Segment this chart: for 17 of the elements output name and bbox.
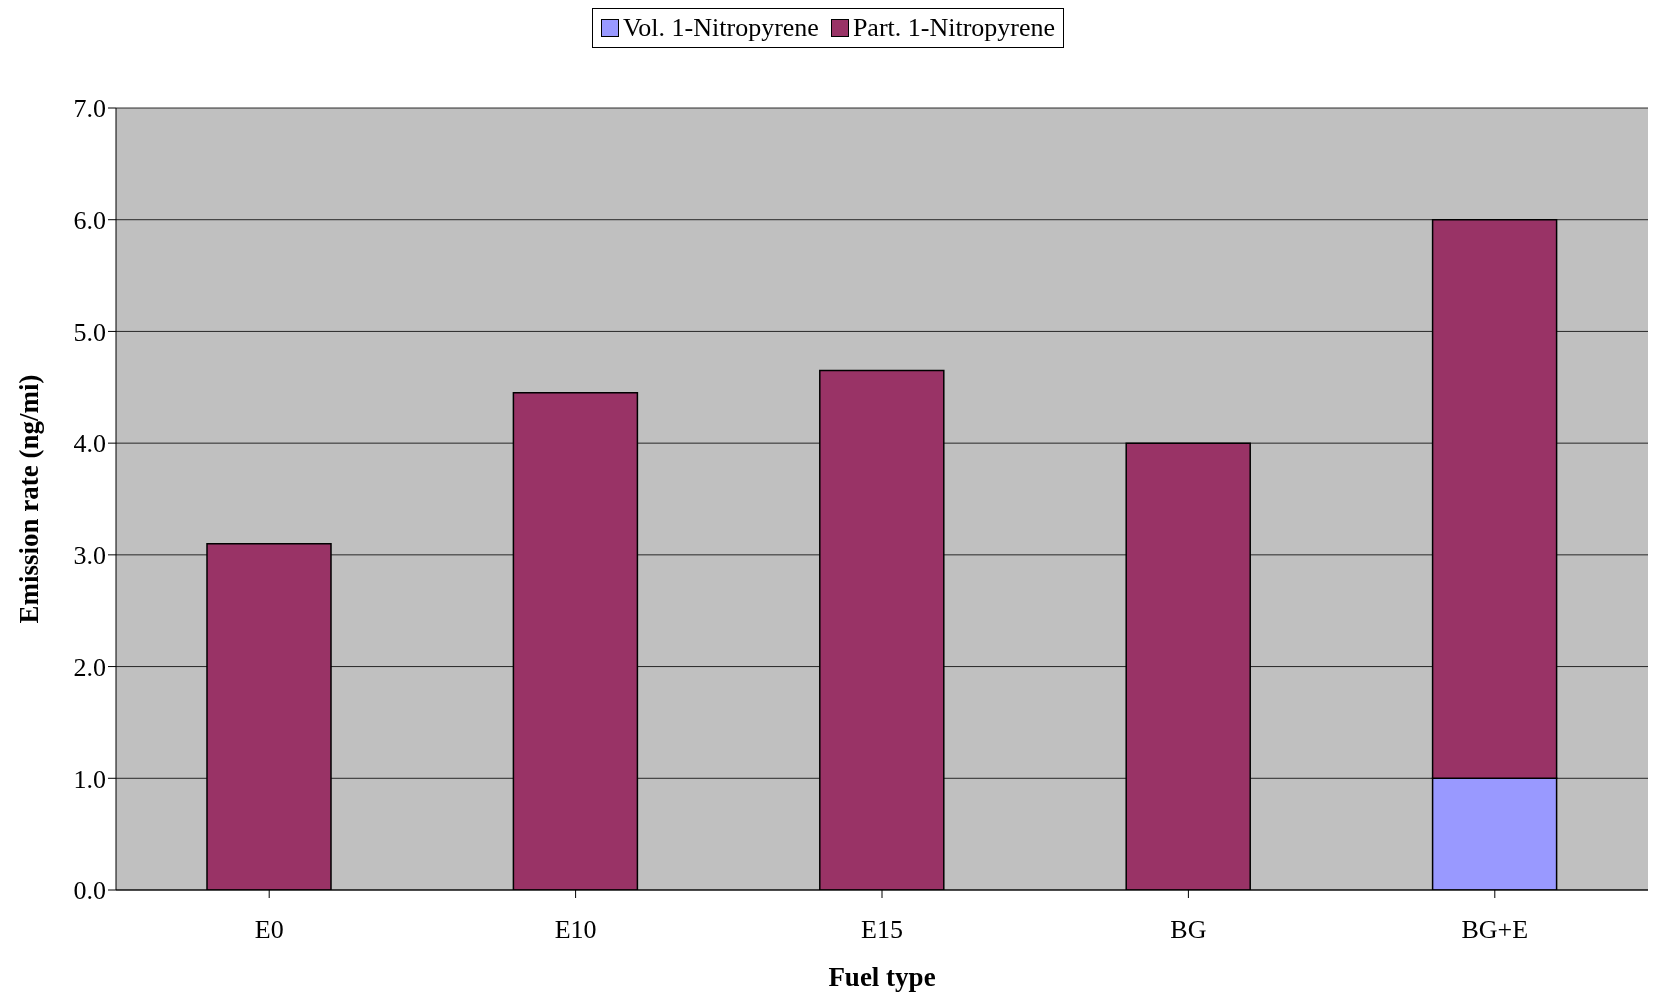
x-tick-label: E0 [254, 915, 284, 945]
x-tick-label: E10 [554, 915, 597, 945]
y-tick-label: 4.0 [73, 429, 106, 459]
x-tick-label: BG [1170, 915, 1207, 945]
y-tick-label: 5.0 [73, 317, 106, 347]
y-tick-label: 6.0 [73, 205, 106, 235]
x-tick-label: BG+E [1461, 915, 1529, 945]
x-tick-label: E15 [861, 915, 903, 945]
y-tick-label: 3.0 [73, 541, 106, 571]
y-tick-label: 0.0 [73, 876, 106, 906]
y-axis-title: Emission rate (ng/mi) [13, 374, 44, 624]
y-tick-label: 7.0 [73, 94, 106, 124]
legend-label: Vol. 1-Nitropyrene [621, 13, 819, 43]
legend-label: Part. 1-Nitropyrene [851, 13, 1056, 43]
y-tick-label: 2.0 [73, 652, 106, 682]
x-axis-title: Fuel type [828, 962, 936, 992]
y-tick-label: 1.0 [73, 764, 106, 794]
